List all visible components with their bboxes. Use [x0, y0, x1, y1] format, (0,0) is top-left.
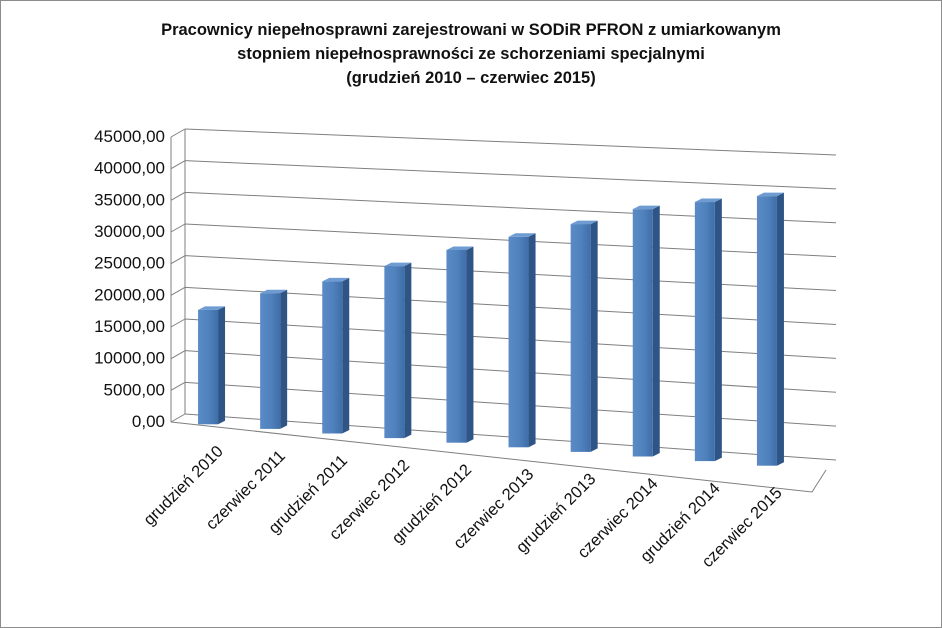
bar	[570, 220, 598, 452]
bar-front	[632, 209, 653, 457]
y-axis-ticks: 0,00 5000,00 10000,00 15000,00 20000,00 25000…	[94, 127, 165, 431]
gridline-side	[170, 255, 186, 265]
y-tick-label: 25000,00	[94, 254, 165, 273]
gridline-side	[170, 318, 186, 328]
bar	[198, 306, 226, 425]
bar-side	[404, 262, 412, 439]
bar	[632, 205, 660, 457]
y-tick-label: 0,00	[132, 412, 165, 431]
bars	[198, 192, 784, 466]
bar-top	[570, 220, 598, 225]
bar	[260, 289, 288, 429]
bar	[322, 277, 350, 434]
bar-top	[694, 198, 722, 203]
y-tick-label: 10000,00	[94, 349, 165, 368]
gridline-side	[170, 223, 186, 233]
gridline	[184, 128, 837, 156]
bar-top	[446, 246, 474, 250]
bar-front	[756, 196, 777, 466]
bar-top	[632, 205, 660, 210]
bar-front	[260, 293, 281, 429]
bar-top	[756, 192, 784, 197]
bar-top	[260, 289, 288, 294]
bar-front	[508, 236, 529, 448]
bar-side	[590, 220, 598, 452]
floor-edge	[170, 421, 827, 493]
bar	[446, 246, 474, 443]
gridline-side	[170, 350, 186, 360]
chart-title-line-1: Pracownicy niepełnosprawni zarejestrowan…	[161, 21, 781, 39]
bar-front	[570, 224, 591, 452]
bar-side	[714, 198, 722, 462]
bar-side	[466, 246, 474, 443]
y-tick-label: 5000,00	[104, 380, 165, 399]
bar	[384, 262, 412, 439]
bar-side	[652, 205, 660, 457]
bar-top	[384, 262, 412, 267]
gridline	[184, 191, 837, 224]
bar-front	[446, 249, 467, 443]
bar-front	[694, 202, 715, 462]
chart-title: Pracownicy niepełnosprawni zarejestrowan…	[0, 18, 942, 90]
bar-front	[384, 266, 405, 439]
bar-top	[322, 277, 350, 282]
gridline-side	[170, 160, 186, 170]
bar-side	[218, 306, 226, 425]
gridline	[184, 160, 837, 190]
bar-side	[342, 277, 350, 434]
bar-front	[322, 281, 343, 434]
bar	[694, 198, 722, 462]
bar	[508, 233, 536, 448]
chart-title-line-3: (grudzień 2010 – czerwiec 2015)	[346, 69, 596, 87]
bar-top	[198, 306, 226, 310]
gridline-side	[170, 191, 186, 201]
gridline-side	[170, 381, 186, 391]
y-tick-label: 20000,00	[94, 285, 165, 304]
gridline-side	[170, 413, 186, 423]
bar-side	[776, 192, 784, 466]
gridline-side	[170, 128, 186, 138]
bar-side	[528, 233, 536, 448]
y-tick-label: 40000,00	[94, 159, 165, 178]
bar	[756, 192, 784, 466]
chart-title-line-2: stopniem niepełnosprawności ze schorzeni…	[237, 45, 705, 63]
bar-side	[280, 289, 288, 429]
y-tick-label: 45000,00	[94, 127, 165, 146]
bar-top	[508, 233, 536, 237]
y-tick-label: 15000,00	[94, 317, 165, 336]
gridline-side	[170, 286, 186, 296]
y-tick-label: 30000,00	[94, 222, 165, 241]
y-tick-label: 35000,00	[94, 190, 165, 209]
bar-front	[198, 309, 219, 425]
